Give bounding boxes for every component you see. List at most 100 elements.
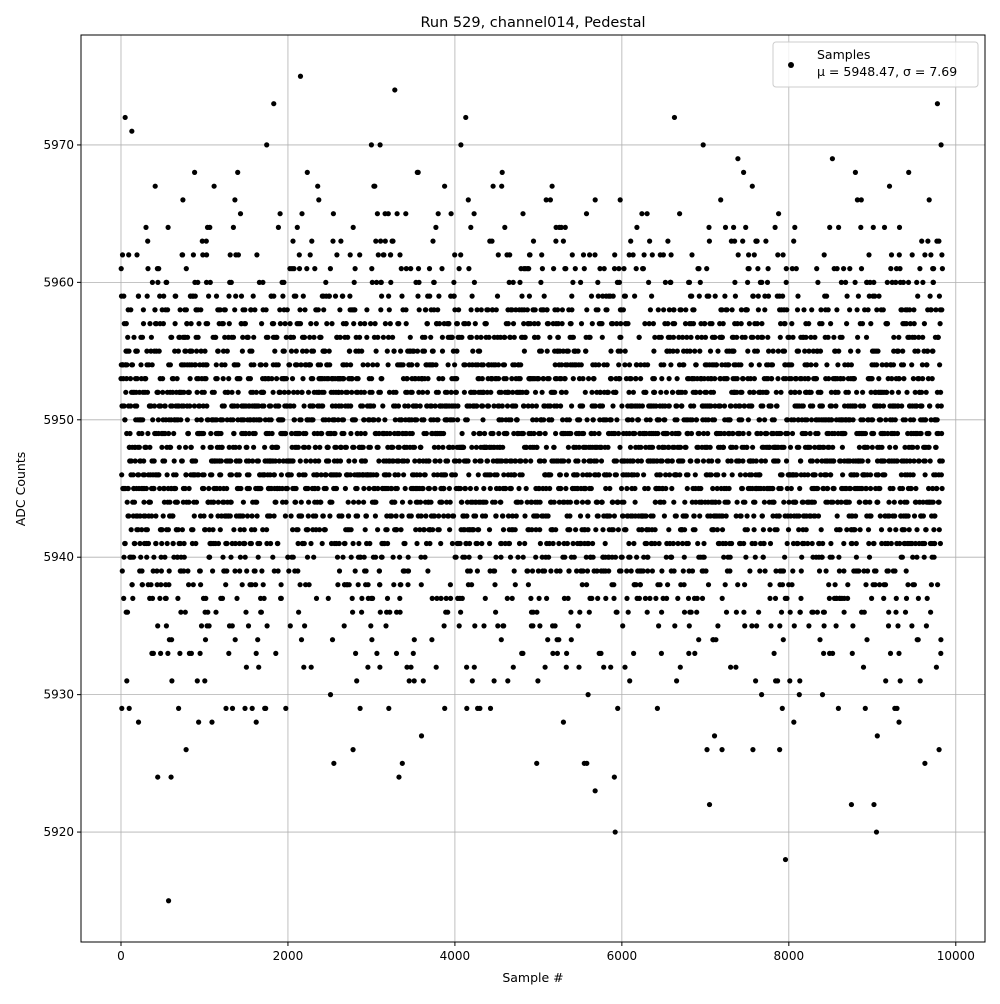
data-point [728, 417, 733, 422]
data-point [166, 431, 171, 436]
data-point [939, 252, 944, 257]
data-point [548, 472, 553, 477]
data-point [922, 555, 927, 560]
data-point [669, 252, 674, 257]
data-point [936, 239, 941, 244]
data-point [790, 568, 795, 573]
data-point [704, 747, 709, 752]
data-point [299, 211, 304, 216]
data-point [161, 513, 166, 518]
data-point [783, 857, 788, 862]
data-point [185, 335, 190, 340]
data-point [568, 500, 573, 505]
data-point [412, 637, 417, 642]
data-point [621, 266, 626, 271]
data-point [258, 486, 263, 491]
data-point [615, 706, 620, 711]
data-point [798, 610, 803, 615]
data-point [458, 486, 463, 491]
data-point [422, 335, 427, 340]
data-point [350, 610, 355, 615]
data-point [474, 403, 479, 408]
data-point [762, 541, 767, 546]
data-point [897, 266, 902, 271]
data-point [195, 678, 200, 683]
data-point [278, 321, 283, 326]
data-point [434, 665, 439, 670]
data-point [369, 637, 374, 642]
data-point [496, 431, 501, 436]
data-point [428, 335, 433, 340]
data-point [620, 555, 625, 560]
data-point [589, 596, 594, 601]
data-point [374, 472, 379, 477]
data-point [563, 486, 568, 491]
data-point [622, 362, 627, 367]
data-point [473, 513, 478, 518]
data-point [560, 307, 565, 312]
data-point [847, 266, 852, 271]
data-point [826, 335, 831, 340]
data-point [683, 390, 688, 395]
data-point [645, 555, 650, 560]
data-point [478, 555, 483, 560]
data-point [602, 266, 607, 271]
data-point [760, 403, 765, 408]
data-point [173, 294, 178, 299]
data-point [408, 335, 413, 340]
data-point [390, 335, 395, 340]
data-point [775, 252, 780, 257]
data-point [454, 376, 459, 381]
data-point [256, 665, 261, 670]
data-point [727, 568, 732, 573]
data-point [903, 417, 908, 422]
data-point [593, 527, 598, 532]
data-point [601, 665, 606, 670]
data-point [323, 472, 328, 477]
data-point [218, 472, 223, 477]
data-point [743, 335, 748, 340]
data-point [900, 349, 905, 354]
data-point [569, 321, 574, 326]
data-point [873, 568, 878, 573]
data-point [153, 513, 158, 518]
data-point [854, 541, 859, 546]
data-point [929, 582, 934, 587]
data-point [379, 376, 384, 381]
data-point [425, 321, 430, 326]
data-point [651, 321, 656, 326]
data-point [337, 307, 342, 312]
data-point [491, 184, 496, 189]
data-point [311, 555, 316, 560]
data-point [143, 225, 148, 230]
data-point [750, 445, 755, 450]
data-point [286, 390, 291, 395]
data-point [302, 403, 307, 408]
data-point [679, 307, 684, 312]
data-point [600, 527, 605, 532]
data-point [871, 802, 876, 807]
data-point [920, 280, 925, 285]
data-point [370, 596, 375, 601]
data-point [145, 527, 150, 532]
data-point [706, 294, 711, 299]
data-point [141, 500, 146, 505]
data-point [507, 541, 512, 546]
data-point [923, 458, 928, 463]
data-point [284, 500, 289, 505]
data-point [189, 651, 194, 656]
data-point [120, 252, 125, 257]
data-point [819, 321, 824, 326]
data-point [667, 376, 672, 381]
data-point [119, 472, 124, 477]
data-point [883, 417, 888, 422]
data-point [689, 610, 694, 615]
data-point [593, 788, 598, 793]
data-point [397, 596, 402, 601]
data-point [509, 486, 514, 491]
data-point [743, 225, 748, 230]
data-point [831, 458, 836, 463]
data-point [797, 390, 802, 395]
data-point [550, 651, 555, 656]
